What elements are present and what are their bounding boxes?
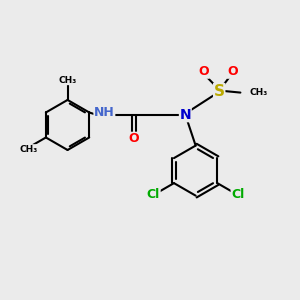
Text: O: O: [199, 65, 209, 78]
Text: Cl: Cl: [147, 188, 160, 201]
Text: Cl: Cl: [231, 188, 244, 201]
Text: N: N: [179, 108, 191, 122]
Text: CH₃: CH₃: [19, 145, 38, 154]
Text: CH₃: CH₃: [58, 76, 77, 85]
Text: O: O: [227, 65, 238, 78]
Text: O: O: [128, 132, 139, 145]
Text: CH₃: CH₃: [249, 88, 268, 97]
Text: S: S: [214, 84, 225, 99]
Text: NH: NH: [94, 106, 115, 119]
